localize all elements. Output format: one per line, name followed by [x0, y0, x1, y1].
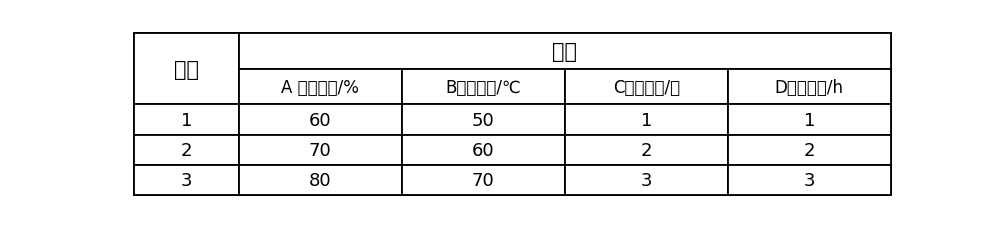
Text: 1: 1: [804, 111, 815, 129]
Bar: [402, 165, 565, 195]
Text: 2: 2: [181, 141, 192, 159]
Bar: [728, 105, 891, 135]
Text: C提取次数/次: C提取次数/次: [613, 78, 680, 96]
Bar: [134, 165, 239, 195]
Bar: [565, 70, 728, 105]
Text: A 乙醇浓度/%: A 乙醇浓度/%: [281, 78, 359, 96]
Bar: [402, 105, 565, 135]
Text: 因素: 因素: [552, 42, 577, 62]
Bar: [565, 105, 728, 135]
Bar: [728, 135, 891, 165]
Bar: [239, 165, 402, 195]
Bar: [402, 70, 565, 105]
Text: 50: 50: [472, 111, 495, 129]
Bar: [402, 135, 565, 165]
Text: B提取温度/℃: B提取温度/℃: [445, 78, 521, 96]
Text: 3: 3: [803, 171, 815, 189]
Text: 1: 1: [181, 111, 192, 129]
Bar: [134, 135, 239, 165]
Text: 2: 2: [803, 141, 815, 159]
Bar: [134, 34, 239, 105]
Bar: [134, 105, 239, 135]
Text: 70: 70: [309, 141, 332, 159]
Text: 60: 60: [309, 111, 331, 129]
Text: 3: 3: [640, 171, 652, 189]
Text: 70: 70: [472, 171, 495, 189]
Text: 1: 1: [641, 111, 652, 129]
Text: D提取时间/h: D提取时间/h: [775, 78, 844, 96]
Bar: [239, 135, 402, 165]
Text: 水平: 水平: [174, 60, 199, 80]
Bar: [565, 165, 728, 195]
Bar: [565, 135, 728, 165]
Bar: [728, 165, 891, 195]
Bar: [239, 105, 402, 135]
Text: 2: 2: [640, 141, 652, 159]
Text: 60: 60: [472, 141, 495, 159]
Bar: [728, 70, 891, 105]
Text: 3: 3: [181, 171, 192, 189]
Text: 80: 80: [309, 171, 331, 189]
Bar: [239, 34, 891, 70]
Bar: [239, 70, 402, 105]
